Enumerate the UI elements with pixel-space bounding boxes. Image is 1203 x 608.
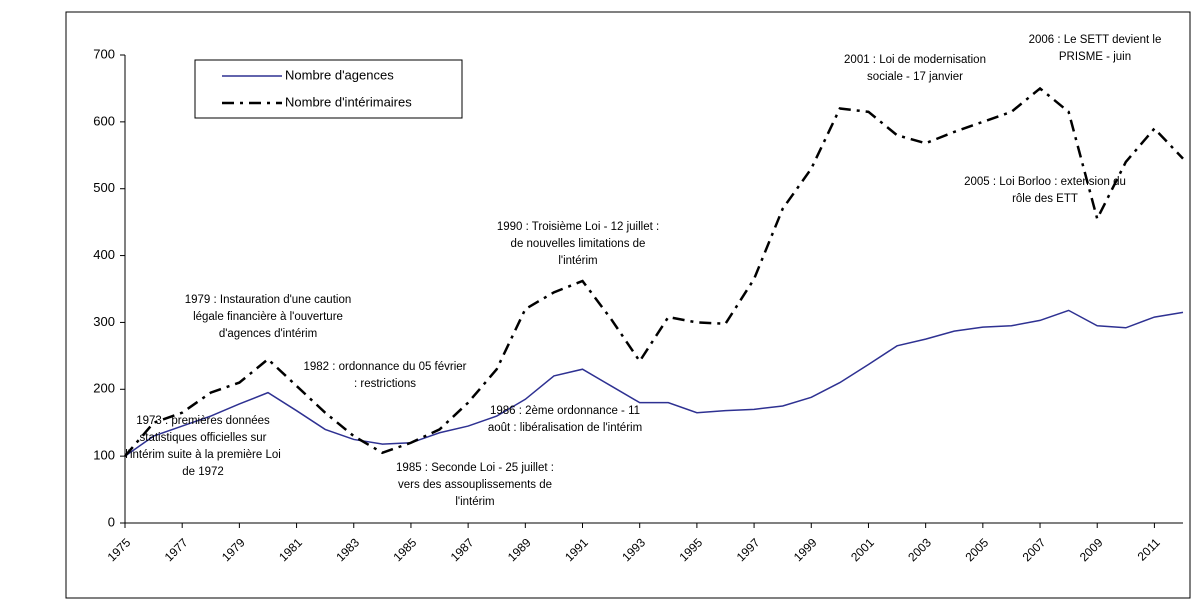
x-tick-label: 1997 [734, 535, 763, 564]
annotation: 1986 : 2ème ordonnance - 11 [490, 405, 640, 417]
y-tick-label: 700 [93, 46, 115, 61]
x-tick-label: 1985 [391, 535, 420, 564]
annotation: 1979 : Instauration d'une caution [185, 294, 352, 306]
x-tick-label: 1987 [448, 535, 477, 564]
annotation: 1990 : Troisième Loi - 12 juillet : [497, 221, 659, 233]
annotation: 2005 : Loi Borloo : extension du [964, 176, 1126, 188]
x-tick-label: 1995 [676, 535, 705, 564]
annotation: l'intérim suite à la première Loi [125, 449, 281, 461]
frame [65, 11, 1191, 599]
y-tick-label: 600 [93, 113, 115, 128]
annotation: 1982 : ordonnance du 05 février [303, 361, 466, 373]
x-tick-label: 2005 [962, 535, 991, 564]
y-tick-label: 400 [93, 247, 115, 262]
x-tick-label: 1981 [276, 535, 305, 564]
x-tick-label: 1977 [162, 535, 191, 564]
x-tick-label: 2007 [1020, 535, 1049, 564]
annotation: l'intérim [455, 496, 494, 508]
annotation: rôle des ETT [1012, 193, 1078, 205]
annotation: l'intérim [558, 255, 597, 267]
x-tick-label: 2011 [1135, 535, 1163, 563]
x-tick-label: 2009 [1077, 535, 1106, 564]
x-tick-label: 1993 [619, 535, 648, 564]
x-tick-label: 2001 [848, 535, 877, 564]
annotation: 2006 : Le SETT devient le [1029, 34, 1162, 46]
x-tick-label: 1983 [333, 535, 362, 564]
annotation: de 1972 [182, 466, 224, 478]
annotation: août : libéralisation de l'intérim [488, 422, 642, 434]
legend-box [194, 59, 463, 119]
legend-label: Nombre d'agences [285, 67, 394, 82]
annotation: PRISME - juin [1059, 51, 1131, 63]
annotation: vers des assouplissements de [398, 479, 552, 491]
x-tick-label: 1991 [562, 535, 591, 564]
annotation: légale financière à l'ouverture [193, 311, 343, 323]
annotation: sociale - 17 janvier [867, 71, 963, 83]
x-tick-label: 2003 [905, 535, 934, 564]
annotation: 2001 : Loi de modernisation [844, 54, 986, 66]
series-line [124, 309, 1184, 457]
x-tick-label: 1989 [505, 535, 534, 564]
x-tick-label: 1979 [219, 535, 248, 564]
annotation: 1985 : Seconde Loi - 25 juillet : [396, 462, 554, 474]
legend-label: Nombre d'intérimaires [285, 94, 412, 109]
annotation: d'agences d'intérim [219, 328, 317, 340]
x-tick-label: 1999 [791, 535, 820, 564]
y-tick-label: 200 [93, 381, 115, 396]
y-tick-label: 0 [108, 514, 115, 529]
y-tick-label: 500 [93, 180, 115, 195]
y-tick-label: 100 [93, 448, 115, 463]
annotation: : restrictions [354, 378, 416, 390]
annotation: 1973 : premières données [136, 415, 270, 427]
x-tick-label: 1975 [105, 535, 134, 564]
y-tick-label: 300 [93, 314, 115, 329]
series-line [124, 86, 1184, 457]
annotation: de nouvelles limitations de [511, 238, 646, 250]
annotation: statistiques officielles sur [140, 432, 267, 444]
